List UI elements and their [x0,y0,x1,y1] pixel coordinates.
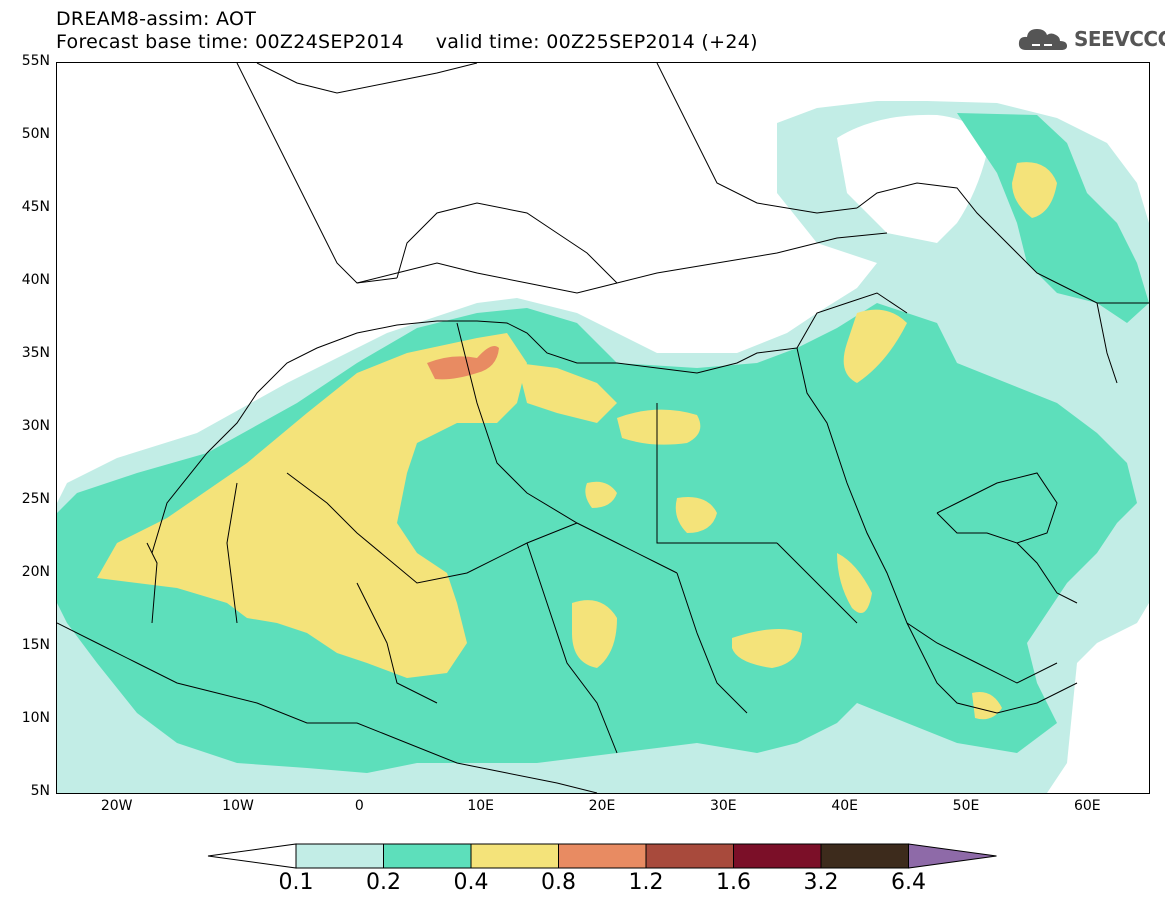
longitude-tick-label: 60E [1073,798,1101,814]
aot-contours [57,101,1149,793]
colorbar-level-label: 0.1 [278,870,314,895]
cloud-icon [1018,29,1067,50]
colorbar-segment [733,843,822,869]
colorbar-segment [558,843,647,869]
contour-level-0.4 [617,409,701,445]
colorbar-level-label: 1.6 [716,870,751,895]
colorbar-segment [820,843,909,869]
logo-text: SEEVCCC [1074,27,1165,51]
colorbar-segment [295,843,384,869]
contour-level-0.4 [837,553,872,613]
colorbar-level-label: 3.2 [803,870,839,895]
contour-level-0.1 [837,114,987,243]
colorbar-segment [470,843,559,869]
aot-map [56,62,1150,794]
coastlines-and-borders [57,63,1149,793]
colorbar-level-label: 0.8 [541,870,576,895]
colorbar-low-arrow [207,843,297,869]
longitude-tick-label: 10E [467,798,494,814]
longitude-tick-label: 30E [709,798,737,814]
map-title: DREAM8-assim: AOT [56,8,257,30]
contour-level-0.4 [732,629,802,668]
colorbar-high-arrow [908,843,997,869]
longitude-tick-label: 40E [831,798,858,814]
latitude-tick-label: 55N [21,53,50,69]
latitude-tick-label: 5N [30,783,50,799]
contour-level-0.2 [957,113,1149,323]
latitude-tick-label: 40N [21,272,50,288]
contour-level-0.8 [427,345,499,380]
colorbar-segment [645,843,734,869]
forecast-time-line: Forecast base time: 00Z24SEP2014 valid t… [56,31,758,53]
longitude-tick-label: 10W [222,798,254,814]
latitude-tick-label: 35N [21,345,50,361]
latitude-tick-label: 20N [21,564,50,580]
contour-level-0.4 [517,363,617,423]
latitude-tick-label: 10N [21,710,50,726]
contour-level-0.4 [843,309,907,383]
colorbar-level-label: 1.2 [628,870,664,895]
latitude-tick-label: 30N [21,418,50,434]
latitude-tick-label: 50N [21,126,50,142]
aot-colorbar [207,843,997,869]
contour-level-0.4 [97,333,527,678]
base-time-label: Forecast base time: 00Z24SEP2014 [56,31,404,53]
colorbar-level-label: 0.4 [453,870,489,895]
longitude-tick-label: 20W [100,798,133,814]
latitude-tick-label: 45N [21,199,50,215]
latitude-tick-label: 15N [21,637,50,653]
contour-level-0.4 [572,600,617,668]
contour-level-0.4 [675,497,717,533]
colorbar-segment [383,843,472,869]
colorbar-level-label: 6.4 [891,870,926,895]
longitude-tick-label: 50E [952,798,980,814]
latitude-tick-label: 25N [21,491,50,507]
valid-time-label: valid time: 00Z25SEP2014 (+24) [435,31,758,53]
contour-level-0.4 [585,481,617,508]
longitude-tick-label: 0 [354,798,364,814]
map-canvas [57,63,1149,793]
contour-level-0.4 [1012,162,1057,218]
longitude-tick-label: 20E [588,798,616,814]
seevccc-logo: SEEVCCC [1016,24,1165,54]
colorbar-level-label: 0.2 [366,870,401,895]
